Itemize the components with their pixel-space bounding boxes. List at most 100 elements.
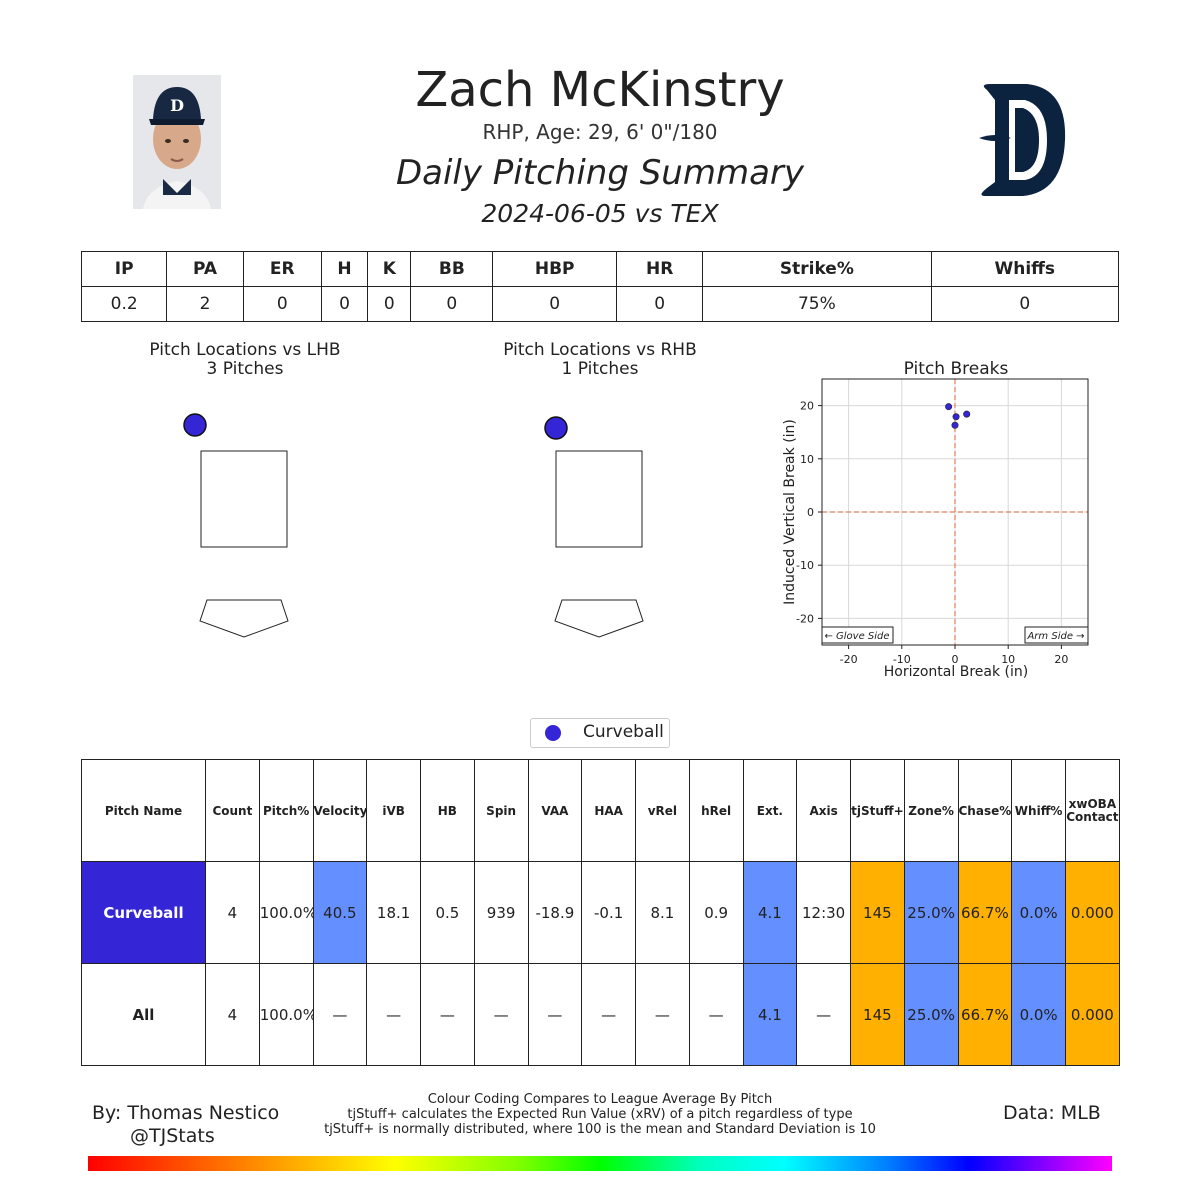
table-cell: 25.0% — [903, 963, 959, 1066]
table-cell: 40.5 — [312, 861, 368, 964]
lhb-plot-title: Pitch Locations vs LHB — [149, 340, 341, 360]
player-name: Zach McKinstry — [415, 62, 785, 118]
rhb-plot-subtitle: 1 Pitches — [561, 359, 639, 379]
table-cell: 100.0% — [258, 861, 314, 964]
arm-side-label: Arm Side → — [1026, 631, 1084, 642]
stat-header: Whiffs — [930, 251, 1120, 287]
team-logo — [975, 80, 1070, 200]
table-cell: -0.1 — [581, 861, 636, 964]
pitch-name-cell: All — [81, 963, 206, 1066]
table-header: Ext. — [742, 759, 798, 862]
data-point — [952, 413, 960, 421]
table-header: VAA — [527, 759, 583, 862]
table-header: hRel — [688, 759, 744, 862]
summary-title: Daily Pitching Summary — [395, 153, 805, 193]
stat-header: HBP — [492, 251, 618, 287]
stat-header: PA — [166, 251, 244, 287]
chart-title: Pitch Breaks — [904, 359, 1009, 379]
home-plate — [554, 599, 644, 638]
table-header: Pitch Name — [81, 759, 206, 862]
table-cell: 18.1 — [366, 861, 421, 964]
y-tick-label: 10 — [800, 453, 814, 466]
table-header: xwOBA Contact — [1065, 759, 1120, 862]
chart-grid — [822, 379, 1088, 645]
table-header: Spin — [473, 759, 529, 862]
stat-value: 2 — [166, 286, 244, 322]
color-scale-bar — [88, 1156, 1112, 1171]
stat-value: 0 — [242, 286, 322, 322]
pitch-table-header-row: Pitch Name Count Pitch% Velocity iVB HB … — [81, 759, 1120, 862]
lhb-location-plot — [183, 413, 289, 638]
table-cell: 4 — [205, 963, 260, 1066]
chart-points — [945, 403, 971, 429]
game-info: 2024-06-05 vs TEX — [481, 199, 719, 228]
table-cell: — — [635, 963, 690, 1066]
table-cell: — — [796, 963, 851, 1066]
table-cell: — — [473, 963, 529, 1066]
player-photo: D — [133, 75, 221, 209]
stat-line-value-row: 0.2 2 0 0 0 0 0 0 75% 0 — [80, 286, 1120, 322]
table-header: HAA — [581, 759, 636, 862]
table-cell: 0.5 — [420, 861, 475, 964]
stat-header: Strike% — [702, 251, 932, 287]
rhb-plot-title-block: Pitch Locations vs RHB 1 Pitches — [455, 341, 745, 379]
table-header: Zone% — [903, 759, 959, 862]
table-cell: 0.9 — [688, 861, 744, 964]
lhb-plot-subtitle: 3 Pitches — [206, 359, 284, 379]
table-cell: 25.0% — [903, 861, 959, 964]
stat-line-header-row: IP PA ER H K BB HBP HR Strike% Whiffs — [80, 251, 1120, 287]
table-cell: 145 — [850, 963, 905, 1066]
stat-value: 75% — [702, 286, 932, 322]
table-header: Axis — [796, 759, 851, 862]
x-tick-label: -20 — [840, 653, 858, 666]
table-header: iVB — [366, 759, 421, 862]
table-cell: 4.1 — [742, 861, 798, 964]
footnote: tjStuff+ calculates the Expected Run Val… — [347, 1107, 853, 1122]
axis-ticks: -20 -10 0 10 20 -20 -10 0 10 20 — [796, 400, 1068, 666]
lhb-plot-title-block: Pitch Locations vs LHB 3 Pitches — [100, 341, 390, 379]
table-cell: — — [581, 963, 636, 1066]
y-tick-label: 0 — [807, 506, 814, 519]
table-row: All 4 100.0% — — — — — — — — 4.1 — 145 2… — [81, 963, 1120, 1066]
svg-text:D: D — [170, 96, 184, 115]
data-source: Data: MLB — [1003, 1102, 1101, 1124]
table-header: Pitch% — [258, 759, 314, 862]
stat-value: 0 — [616, 286, 704, 322]
y-axis-label: Induced Vertical Break (in) — [782, 419, 798, 605]
home-plate — [199, 599, 289, 638]
legend: Curveball — [530, 718, 670, 748]
table-cell: 0.0% — [1011, 861, 1066, 964]
data-point — [951, 421, 959, 429]
x-tick-label: -10 — [893, 653, 911, 666]
footnote: Colour Coding Compares to League Average… — [427, 1092, 773, 1107]
arm-side-box — [1024, 626, 1089, 644]
footnote: tjStuff+ is normally distributed, where … — [324, 1122, 876, 1137]
y-tick-label: 20 — [800, 400, 814, 413]
stat-header: HR — [616, 251, 704, 287]
table-cell: 4 — [205, 861, 260, 964]
player-info: RHP, Age: 29, 6' 0"/180 — [482, 120, 718, 144]
table-cell: 66.7% — [957, 963, 1013, 1066]
pitch-metrics-table: Pitch Name Count Pitch% Velocity iVB HB … — [81, 759, 1120, 1066]
stat-value: 0 — [367, 286, 412, 322]
x-tick-label: 20 — [1054, 653, 1068, 666]
table-header: tjStuff+ — [850, 759, 905, 862]
x-tick-label: 0 — [952, 653, 959, 666]
stat-header: IP — [80, 251, 168, 287]
stat-value: 0 — [320, 286, 369, 322]
rhb-plot-title: Pitch Locations vs RHB — [503, 340, 697, 360]
author-credit: By: Thomas Nestico — [92, 1102, 280, 1124]
stat-header: K — [367, 251, 412, 287]
table-cell: 0.0% — [1011, 963, 1066, 1066]
table-cell: — — [312, 963, 368, 1066]
table-header: vRel — [635, 759, 690, 862]
table-cell: — — [688, 963, 744, 1066]
table-cell: — — [527, 963, 583, 1066]
table-header: Count — [205, 759, 260, 862]
stat-value: 0 — [410, 286, 494, 322]
stat-header: H — [320, 251, 369, 287]
pitch-name-cell: Curveball — [81, 861, 206, 964]
glove-side-box — [821, 626, 894, 644]
pitch-breaks-chart: Pitch Breaks -20 -10 0 10 20 -20 -10 0 10 20 ← Gl… — [782, 359, 1089, 680]
y-tick-label: -10 — [796, 559, 814, 572]
